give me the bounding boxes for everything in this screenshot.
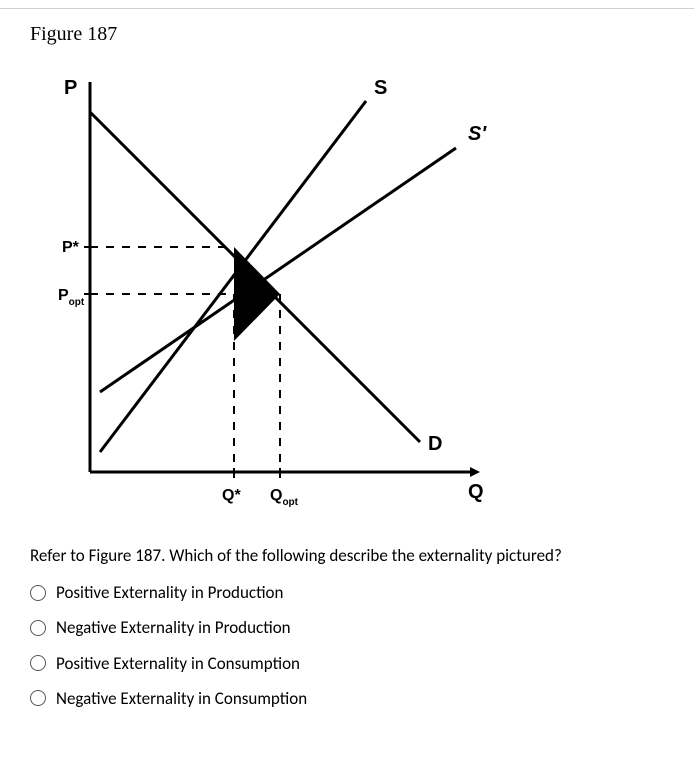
- top-rule: [0, 8, 694, 9]
- svg-text:Q*: Q*: [222, 487, 241, 504]
- figure-title: Figure 187: [30, 23, 694, 46]
- option-row[interactable]: Positive Externality in Consumption: [30, 650, 694, 677]
- question-prompt: Refer to Figure 187. Which of the follow…: [30, 542, 694, 569]
- chart-svg: P S S' P* Popt D Q Q* Qopt: [30, 52, 490, 512]
- chart: P S S' P* Popt D Q Q* Qopt: [30, 52, 694, 512]
- svg-text:S: S: [374, 77, 387, 99]
- svg-text:Qopt: Qopt: [270, 487, 299, 508]
- svg-text:Popt: Popt: [58, 287, 85, 308]
- radio-icon[interactable]: [30, 690, 46, 706]
- svg-text:S': S': [468, 123, 487, 145]
- option-row[interactable]: Positive Externality in Production: [30, 579, 694, 606]
- svg-text:D: D: [428, 433, 442, 455]
- radio-icon[interactable]: [30, 620, 46, 636]
- svg-text:P: P: [64, 77, 77, 99]
- options-group: Positive Externality in Production Negat…: [30, 579, 694, 712]
- option-row[interactable]: Negative Externality in Consumption: [30, 685, 694, 712]
- radio-icon[interactable]: [30, 655, 46, 671]
- option-row[interactable]: Negative Externality in Production: [30, 614, 694, 641]
- radio-icon[interactable]: [30, 585, 46, 601]
- option-label: Positive Externality in Consumption: [56, 650, 300, 677]
- option-label: Negative Externality in Consumption: [56, 685, 307, 712]
- svg-text:P*: P*: [62, 239, 80, 256]
- option-label: Positive Externality in Production: [56, 579, 283, 606]
- svg-text:Q: Q: [468, 481, 484, 503]
- option-label: Negative Externality in Production: [56, 614, 291, 641]
